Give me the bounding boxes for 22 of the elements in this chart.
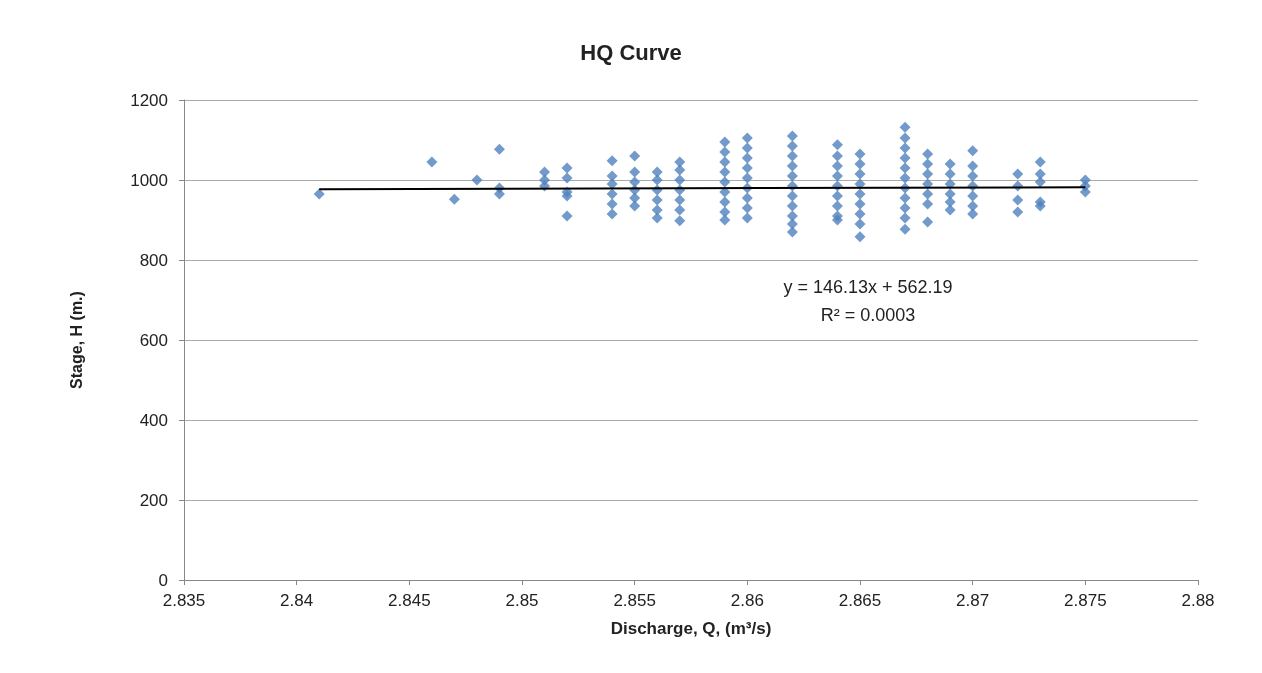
chart-title: HQ Curve [580, 39, 682, 65]
y-tick-label: 1200 [130, 90, 168, 110]
x-tick-label: 2.85 [505, 591, 539, 610]
x-tick-label: 2.845 [388, 591, 431, 610]
y-tick-label: 800 [139, 250, 168, 270]
y-axis-title: Stage, H (m.) [67, 291, 85, 389]
x-tick-label: 2.87 [956, 591, 990, 610]
x-tick-label: 2.855 [613, 591, 656, 610]
y-tick-label: 1000 [130, 170, 168, 190]
x-tick-label: 2.835 [162, 591, 206, 610]
annotation: y = 146.13x + 562.19 [783, 277, 953, 297]
x-tick-label: 2.875 [1064, 591, 1107, 610]
x-tick-label: 2.88 [1181, 591, 1215, 610]
x-tick-label: 2.865 [838, 591, 882, 610]
y-tick-label: 600 [139, 330, 168, 350]
x-axis-title: Discharge, Q, (m³/s) [610, 619, 772, 638]
y-tick-label: 200 [139, 490, 168, 510]
x-tick-label: 2.86 [730, 591, 764, 610]
x-tick-label: 2.84 [280, 591, 314, 610]
y-tick-label: 400 [139, 410, 168, 430]
annotation: R² = 0.0003 [820, 305, 916, 325]
y-tick-label: 0 [158, 570, 168, 590]
